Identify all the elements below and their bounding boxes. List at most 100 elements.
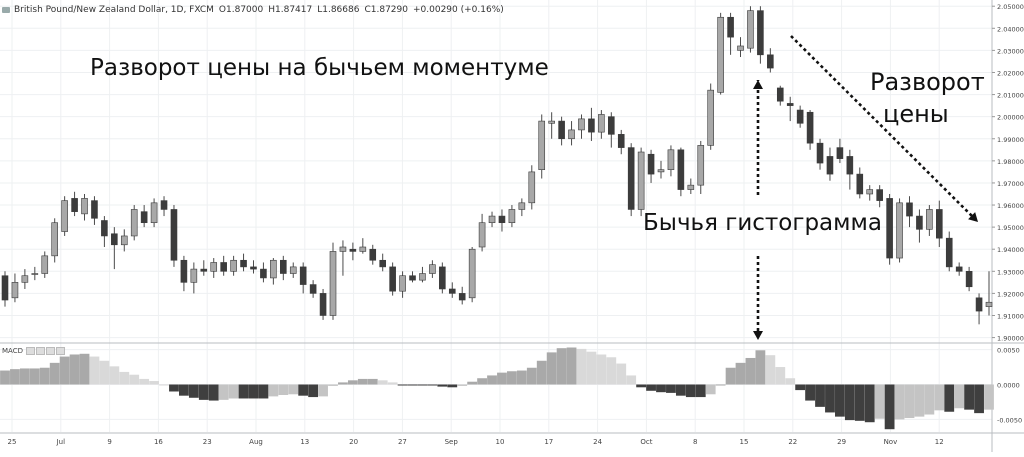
candle: [419, 273, 426, 281]
x-tick-label: 29: [837, 438, 846, 446]
candle: [399, 275, 406, 292]
macd-bar: [99, 360, 110, 385]
candle: [11, 282, 19, 299]
macd-bar: [258, 384, 269, 399]
close-value: C1.87290: [364, 5, 408, 15]
candle: [707, 89, 714, 146]
macd-bar: [825, 384, 835, 413]
candle: [727, 16, 734, 38]
candle: [41, 255, 49, 274]
candle: [955, 266, 963, 272]
candle: [289, 266, 297, 274]
macd-bar: [775, 367, 786, 385]
candle: [528, 171, 536, 204]
macd-bar: [805, 384, 815, 401]
candle: [458, 293, 466, 301]
macd-bar: [964, 384, 975, 410]
high-value: H1.87417: [268, 5, 313, 15]
macd-bar: [69, 354, 80, 385]
macd-bar: [626, 375, 637, 385]
macd-bar: [765, 355, 776, 385]
x-tick-label: 9: [107, 438, 111, 446]
macd-bar: [755, 350, 766, 385]
candle: [767, 54, 774, 69]
macd-bar: [596, 354, 607, 385]
y-tick-label: 1.96000: [997, 202, 1024, 210]
candle: [240, 259, 247, 268]
candle: [150, 202, 158, 224]
macd-bar: [745, 357, 756, 385]
histogram-arrow-up-head: [753, 80, 763, 89]
candle: [717, 16, 724, 93]
macd-bar: [238, 384, 249, 399]
candle: [448, 288, 456, 294]
candle: [508, 209, 516, 224]
candle: [329, 251, 337, 316]
candle: [91, 200, 98, 219]
candle: [866, 189, 874, 195]
macd-bar: [338, 382, 348, 385]
macd-bar: [407, 384, 418, 386]
reversal-arrow-head: [968, 212, 978, 222]
y-tick-label: 1.91000: [997, 312, 1024, 320]
x-tick-label: 27: [398, 438, 407, 446]
macd-bar: [0, 370, 10, 385]
macd-bar: [526, 367, 537, 385]
macd-bar: [109, 366, 120, 385]
macd-bar: [884, 384, 895, 430]
macd-bar: [844, 384, 855, 421]
x-tick-label: Jul: [56, 438, 66, 446]
candle: [498, 215, 506, 224]
candle: [439, 266, 446, 290]
more-icon[interactable]: [56, 347, 66, 355]
x-tick-label: 22: [788, 438, 797, 446]
candle: [260, 268, 267, 279]
macd-tick-label: 0.0000: [997, 382, 1020, 390]
candle: [608, 116, 615, 135]
macd-bar: [854, 384, 865, 421]
macd-bar: [666, 384, 676, 393]
y-tick-label: 1.90000: [997, 335, 1024, 343]
y-tick-label: 2.01000: [997, 92, 1024, 100]
macd-indicator-label: MACD: [2, 347, 66, 355]
macd-bar: [954, 384, 965, 409]
macd-bar: [59, 356, 70, 385]
macd-bar: [576, 348, 587, 385]
macd-bar: [715, 384, 726, 386]
candle: [826, 156, 834, 175]
eye-icon[interactable]: [26, 347, 36, 355]
open-value: O1.87000: [218, 5, 264, 15]
candle: [816, 142, 824, 164]
candle: [786, 103, 794, 106]
macd-bar: [188, 384, 199, 398]
candle: [111, 233, 118, 246]
macd-bar: [497, 372, 507, 385]
candle: [250, 266, 257, 270]
macd-bar: [39, 367, 50, 385]
settings-icon[interactable]: [36, 347, 46, 355]
macd-bar: [974, 384, 984, 414]
macd-bar: [536, 360, 547, 385]
candle: [617, 134, 625, 148]
close-icon[interactable]: [46, 347, 56, 355]
candle: [409, 275, 416, 281]
candle: [200, 268, 208, 272]
x-tick-label: 13: [300, 438, 309, 446]
macd-bar: [944, 384, 955, 412]
candle: [806, 111, 814, 144]
macd-bar: [228, 384, 239, 399]
candle: [120, 235, 128, 246]
macd-bar: [278, 384, 289, 395]
macd-bar: [566, 347, 577, 385]
macd-bar: [894, 384, 905, 420]
candle: [916, 215, 923, 230]
candle: [130, 209, 138, 237]
candle: [846, 156, 854, 175]
macd-bar: [328, 384, 338, 386]
macd-bar: [298, 384, 309, 396]
candle: [319, 293, 327, 316]
macd-bar: [815, 384, 825, 407]
x-tick-label: 12: [935, 438, 944, 446]
macd-bar: [934, 384, 945, 411]
candle: [796, 109, 804, 124]
